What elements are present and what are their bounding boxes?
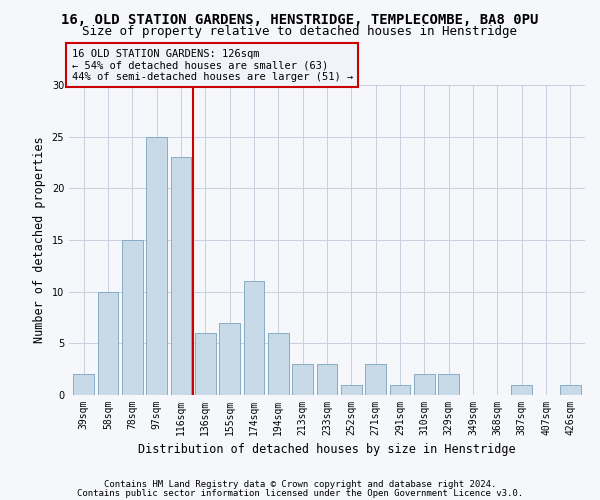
Bar xyxy=(292,364,313,395)
Text: 16 OLD STATION GARDENS: 126sqm
← 54% of detached houses are smaller (63)
44% of : 16 OLD STATION GARDENS: 126sqm ← 54% of … xyxy=(71,48,353,82)
Text: Contains public sector information licensed under the Open Government Licence v3: Contains public sector information licen… xyxy=(77,489,523,498)
Bar xyxy=(219,322,240,395)
Bar xyxy=(389,384,410,395)
Text: Contains HM Land Registry data © Crown copyright and database right 2024.: Contains HM Land Registry data © Crown c… xyxy=(104,480,496,489)
Bar xyxy=(195,333,215,395)
Bar xyxy=(73,374,94,395)
Bar xyxy=(365,364,386,395)
Bar xyxy=(170,158,191,395)
Bar xyxy=(560,384,581,395)
Y-axis label: Number of detached properties: Number of detached properties xyxy=(33,136,46,344)
Bar xyxy=(439,374,459,395)
Bar xyxy=(268,333,289,395)
Bar xyxy=(98,292,118,395)
Bar xyxy=(122,240,143,395)
X-axis label: Distribution of detached houses by size in Henstridge: Distribution of detached houses by size … xyxy=(138,444,516,456)
Text: Size of property relative to detached houses in Henstridge: Size of property relative to detached ho… xyxy=(83,25,517,38)
Bar xyxy=(341,384,362,395)
Bar xyxy=(146,136,167,395)
Text: 16, OLD STATION GARDENS, HENSTRIDGE, TEMPLECOMBE, BA8 0PU: 16, OLD STATION GARDENS, HENSTRIDGE, TEM… xyxy=(61,12,539,26)
Bar xyxy=(317,364,337,395)
Bar xyxy=(244,282,265,395)
Bar xyxy=(414,374,435,395)
Bar xyxy=(511,384,532,395)
